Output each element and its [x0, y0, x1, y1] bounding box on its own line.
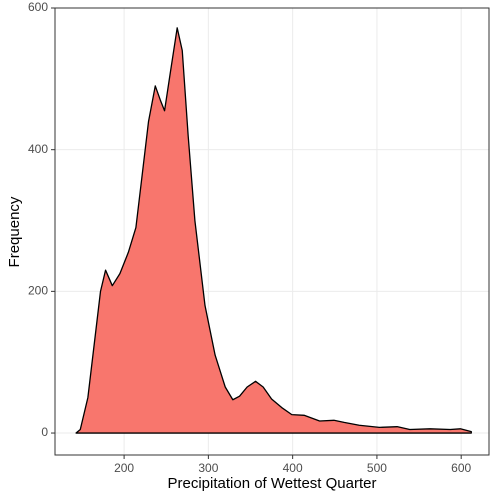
x-tick-label: 400: [283, 461, 303, 475]
x-tick-label: 300: [198, 461, 218, 475]
y-axis-label: Frequency: [6, 196, 23, 267]
x-axis-label: Precipitation of Wettest Quarter: [168, 475, 377, 492]
panel-border: [54, 7, 490, 456]
y-tick-label: 200: [28, 284, 48, 298]
x-tick-label: 500: [367, 461, 387, 475]
y-tick-label: 600: [28, 0, 48, 14]
y-tick-label: 0: [41, 425, 48, 439]
area: [75, 27, 472, 434]
y-tick-label: 400: [28, 142, 48, 156]
x-tick-label: 200: [114, 461, 134, 475]
x-tick-label: 600: [451, 461, 471, 475]
